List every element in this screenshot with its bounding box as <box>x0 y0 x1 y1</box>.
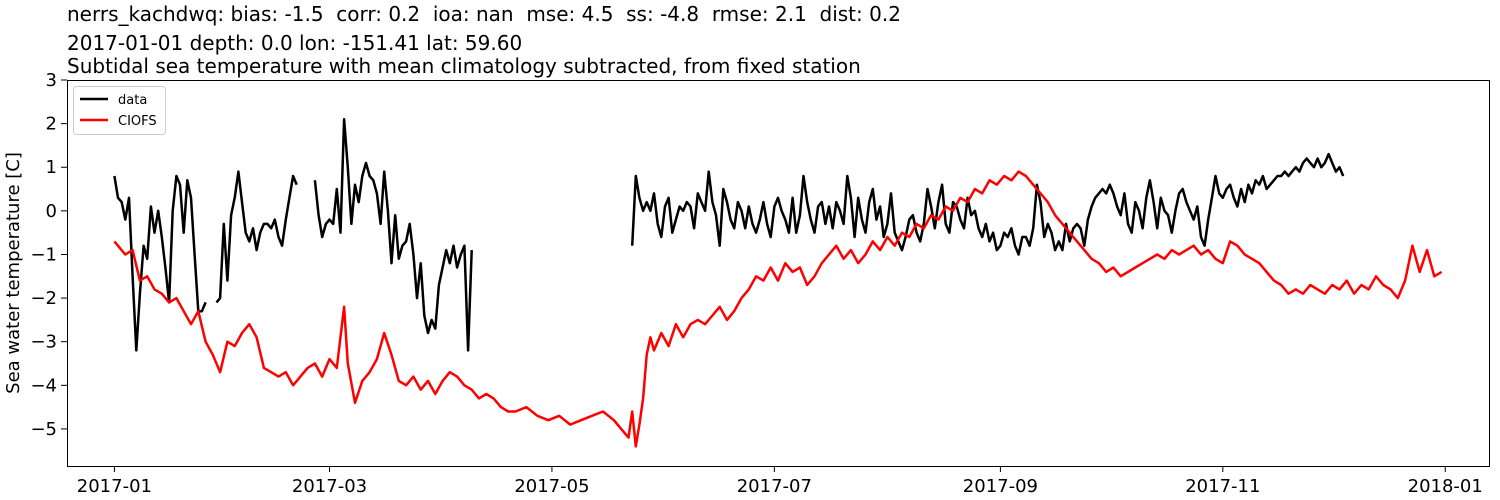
y-tick-label: −2 <box>30 288 57 309</box>
x-tick-label: 2017-05 <box>514 476 589 497</box>
x-tick-label: 2017-11 <box>1185 476 1260 497</box>
y-tick-label: 0 <box>46 201 57 222</box>
plot-frame <box>67 80 1490 467</box>
series-line-data-segment-2 <box>215 170 298 304</box>
series-line-data-segment-3 <box>313 118 473 352</box>
y-tick-label: −3 <box>30 332 57 353</box>
x-tick-label: 2017-01 <box>77 476 152 497</box>
chart-title-line-1: nerrs_kachdwq: bias: -1.5 corr: 0.2 ioa:… <box>67 2 901 26</box>
x-axis: 2017-01 2017-03 2017-05 2017-07 2017-09 2017-… <box>77 466 1483 497</box>
y-tick-label: −1 <box>30 244 57 265</box>
legend: data CIOFS <box>73 86 166 135</box>
chart-title-line-3: Subtidal sea temperature with mean clima… <box>67 54 861 78</box>
x-tick-label: 2018-01 <box>1408 476 1483 497</box>
y-tick-label: 1 <box>46 157 57 178</box>
y-tick-label: −4 <box>30 375 57 396</box>
legend-label-ciofs: CIOFS <box>118 114 157 129</box>
series-layer <box>113 118 1443 448</box>
x-tick-label: 2017-03 <box>292 476 367 497</box>
y-tick-label: −5 <box>30 419 57 440</box>
series-line-data-segment-1 <box>113 174 207 352</box>
legend-label-data: data <box>118 93 147 108</box>
x-tick-label: 2017-07 <box>737 476 812 497</box>
y-axis-label: Sea water temperature [C] <box>3 152 24 394</box>
y-tick-label: 3 <box>46 70 57 91</box>
x-tick-label: 2017-09 <box>963 476 1038 497</box>
chart-title-line-2: 2017-01-01 depth: 0.0 lon: -151.41 lat: … <box>67 31 523 55</box>
y-tick-label: 2 <box>46 114 57 135</box>
y-axis: 3 2 1 0 −1 −2 −3 −4 −5 <box>30 70 67 440</box>
series-line-ciofs-segment-1 <box>113 170 1443 448</box>
series-line-data-segment-4 <box>630 152 1345 256</box>
